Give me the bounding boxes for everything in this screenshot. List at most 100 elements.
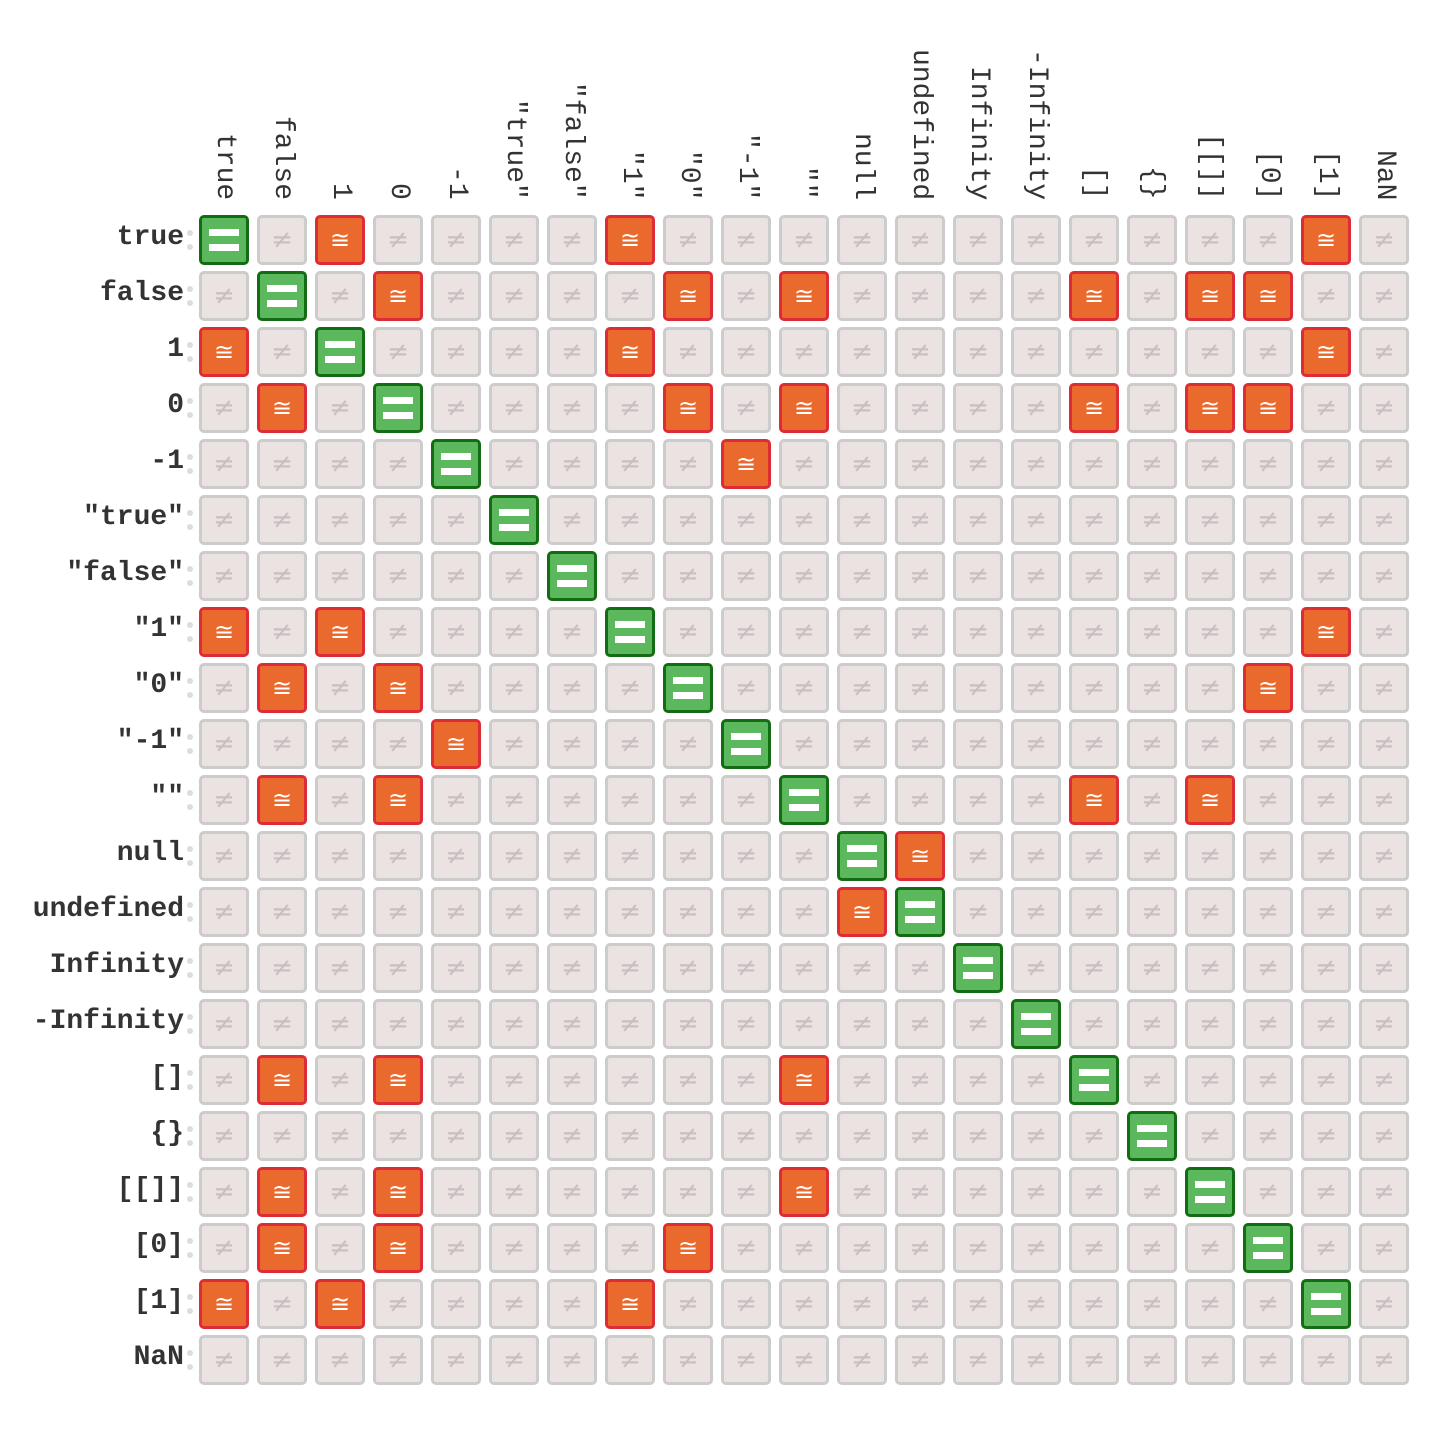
cell-strict-equal[interactable] — [1243, 1223, 1293, 1273]
cell-not-equal[interactable]: ≠ — [663, 1167, 713, 1217]
cell-not-equal[interactable]: ≠ — [895, 271, 945, 321]
cell-not-equal[interactable]: ≠ — [547, 999, 597, 1049]
cell-not-equal[interactable]: ≠ — [199, 439, 249, 489]
cell-not-equal[interactable]: ≠ — [1185, 943, 1235, 993]
cell-not-equal[interactable]: ≠ — [257, 439, 307, 489]
cell-not-equal[interactable]: ≠ — [895, 719, 945, 769]
cell-not-equal[interactable]: ≠ — [837, 439, 887, 489]
cell-not-equal[interactable]: ≠ — [663, 775, 713, 825]
cell-not-equal[interactable]: ≠ — [199, 271, 249, 321]
cell-not-equal[interactable]: ≠ — [721, 943, 771, 993]
cell-not-equal[interactable]: ≠ — [315, 1111, 365, 1161]
cell-not-equal[interactable]: ≠ — [1069, 943, 1119, 993]
cell-not-equal[interactable]: ≠ — [605, 775, 655, 825]
cell-not-equal[interactable]: ≠ — [953, 1167, 1003, 1217]
cell-not-equal[interactable]: ≠ — [1243, 719, 1293, 769]
cell-not-equal[interactable]: ≠ — [953, 551, 1003, 601]
cell-not-equal[interactable]: ≠ — [721, 215, 771, 265]
cell-not-equal[interactable]: ≠ — [953, 999, 1003, 1049]
cell-not-equal[interactable]: ≠ — [837, 1279, 887, 1329]
cell-not-equal[interactable]: ≠ — [315, 1167, 365, 1217]
cell-not-equal[interactable]: ≠ — [837, 663, 887, 713]
cell-not-equal[interactable]: ≠ — [953, 607, 1003, 657]
cell-not-equal[interactable]: ≠ — [431, 215, 481, 265]
cell-strict-equal[interactable] — [373, 383, 423, 433]
cell-not-equal[interactable]: ≠ — [431, 383, 481, 433]
cell-not-equal[interactable]: ≠ — [1301, 495, 1351, 545]
cell-not-equal[interactable]: ≠ — [1011, 831, 1061, 881]
cell-not-equal[interactable]: ≠ — [663, 607, 713, 657]
cell-strict-equal[interactable] — [1069, 1055, 1119, 1105]
cell-not-equal[interactable]: ≠ — [315, 719, 365, 769]
cell-loose-equal[interactable]: ≅ — [1069, 775, 1119, 825]
cell-not-equal[interactable]: ≠ — [199, 1167, 249, 1217]
cell-loose-equal[interactable]: ≅ — [1301, 607, 1351, 657]
cell-not-equal[interactable]: ≠ — [547, 887, 597, 937]
cell-not-equal[interactable]: ≠ — [837, 1111, 887, 1161]
cell-not-equal[interactable]: ≠ — [373, 719, 423, 769]
cell-not-equal[interactable]: ≠ — [1011, 943, 1061, 993]
cell-loose-equal[interactable]: ≅ — [779, 271, 829, 321]
cell-not-equal[interactable]: ≠ — [1069, 215, 1119, 265]
cell-strict-equal[interactable] — [315, 327, 365, 377]
cell-not-equal[interactable]: ≠ — [1359, 1223, 1409, 1273]
cell-not-equal[interactable]: ≠ — [1127, 1167, 1177, 1217]
cell-not-equal[interactable]: ≠ — [721, 271, 771, 321]
cell-not-equal[interactable]: ≠ — [373, 215, 423, 265]
cell-not-equal[interactable]: ≠ — [663, 887, 713, 937]
cell-not-equal[interactable]: ≠ — [1243, 439, 1293, 489]
cell-not-equal[interactable]: ≠ — [1359, 439, 1409, 489]
cell-not-equal[interactable]: ≠ — [1069, 719, 1119, 769]
cell-not-equal[interactable]: ≠ — [489, 327, 539, 377]
cell-not-equal[interactable]: ≠ — [547, 1223, 597, 1273]
cell-not-equal[interactable]: ≠ — [837, 719, 887, 769]
cell-loose-equal[interactable]: ≅ — [373, 775, 423, 825]
cell-strict-equal[interactable] — [257, 271, 307, 321]
cell-not-equal[interactable]: ≠ — [837, 943, 887, 993]
cell-not-equal[interactable]: ≠ — [257, 1279, 307, 1329]
cell-loose-equal[interactable]: ≅ — [1185, 383, 1235, 433]
cell-not-equal[interactable]: ≠ — [895, 439, 945, 489]
cell-not-equal[interactable]: ≠ — [489, 383, 539, 433]
cell-not-equal[interactable]: ≠ — [953, 1335, 1003, 1385]
cell-not-equal[interactable]: ≠ — [1069, 999, 1119, 1049]
cell-not-equal[interactable]: ≠ — [1011, 1223, 1061, 1273]
cell-not-equal[interactable]: ≠ — [837, 999, 887, 1049]
cell-not-equal[interactable]: ≠ — [1185, 831, 1235, 881]
cell-not-equal[interactable]: ≠ — [953, 1279, 1003, 1329]
cell-not-equal[interactable]: ≠ — [1301, 887, 1351, 937]
cell-not-equal[interactable]: ≠ — [1301, 439, 1351, 489]
cell-not-equal[interactable]: ≠ — [1069, 663, 1119, 713]
cell-not-equal[interactable]: ≠ — [373, 831, 423, 881]
cell-not-equal[interactable]: ≠ — [1243, 495, 1293, 545]
cell-not-equal[interactable]: ≠ — [431, 551, 481, 601]
cell-not-equal[interactable]: ≠ — [315, 1055, 365, 1105]
cell-not-equal[interactable]: ≠ — [779, 215, 829, 265]
cell-strict-equal[interactable] — [721, 719, 771, 769]
cell-not-equal[interactable]: ≠ — [1185, 1111, 1235, 1161]
cell-loose-equal[interactable]: ≅ — [199, 1279, 249, 1329]
cell-not-equal[interactable]: ≠ — [721, 495, 771, 545]
cell-not-equal[interactable]: ≠ — [779, 1279, 829, 1329]
cell-not-equal[interactable]: ≠ — [431, 327, 481, 377]
cell-not-equal[interactable]: ≠ — [779, 327, 829, 377]
cell-not-equal[interactable]: ≠ — [199, 1055, 249, 1105]
cell-not-equal[interactable]: ≠ — [1011, 439, 1061, 489]
cell-not-equal[interactable]: ≠ — [721, 999, 771, 1049]
cell-not-equal[interactable]: ≠ — [953, 831, 1003, 881]
cell-not-equal[interactable]: ≠ — [1011, 215, 1061, 265]
cell-not-equal[interactable]: ≠ — [895, 663, 945, 713]
cell-not-equal[interactable]: ≠ — [257, 831, 307, 881]
cell-not-equal[interactable]: ≠ — [1127, 719, 1177, 769]
cell-not-equal[interactable]: ≠ — [721, 1335, 771, 1385]
cell-not-equal[interactable]: ≠ — [663, 551, 713, 601]
cell-not-equal[interactable]: ≠ — [953, 719, 1003, 769]
cell-strict-equal[interactable] — [1185, 1167, 1235, 1217]
cell-not-equal[interactable]: ≠ — [199, 1111, 249, 1161]
cell-not-equal[interactable]: ≠ — [779, 1223, 829, 1273]
cell-not-equal[interactable]: ≠ — [779, 607, 829, 657]
cell-not-equal[interactable]: ≠ — [199, 1335, 249, 1385]
cell-not-equal[interactable]: ≠ — [547, 439, 597, 489]
cell-strict-equal[interactable] — [489, 495, 539, 545]
cell-not-equal[interactable]: ≠ — [953, 663, 1003, 713]
